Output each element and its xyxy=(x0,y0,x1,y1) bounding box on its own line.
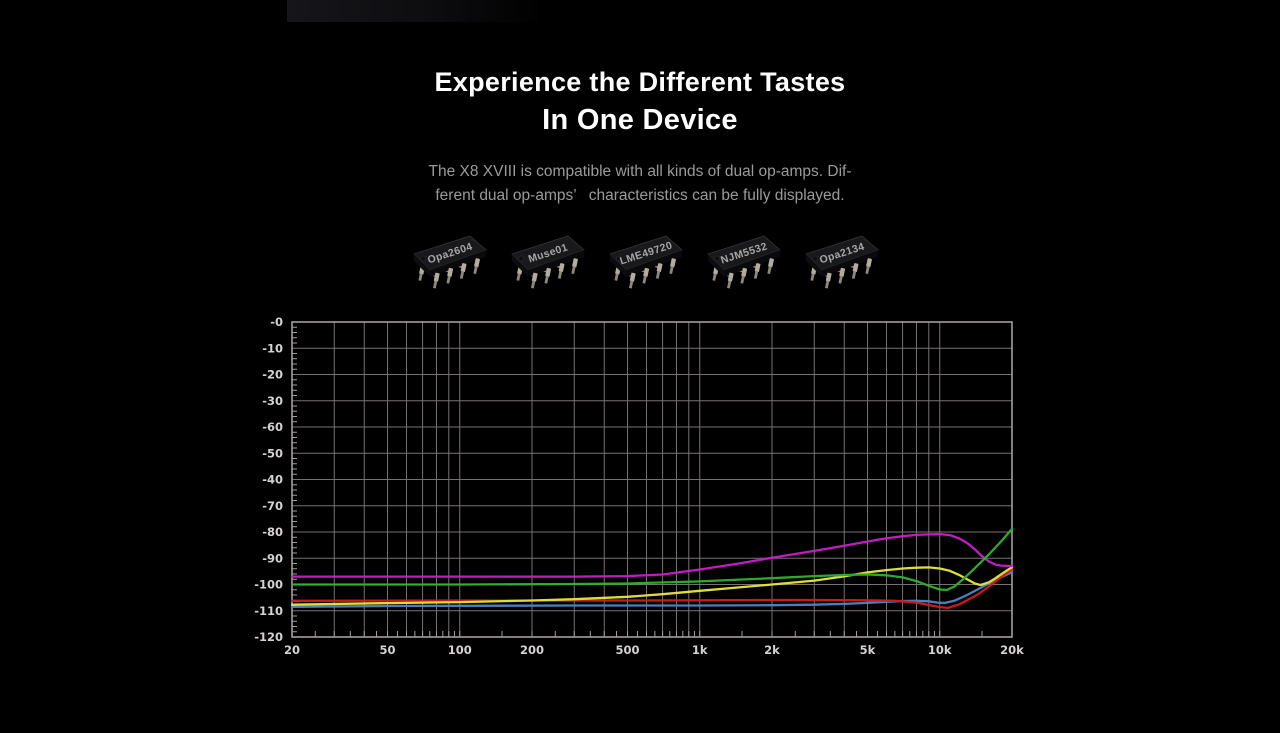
opamp-chip: Muse01 xyxy=(511,235,585,289)
y-tick-label: -0 xyxy=(270,315,283,329)
opamp-chip: Opa2134 xyxy=(805,235,879,289)
y-tick-label: -80 xyxy=(262,525,283,539)
x-tick-label: 10k xyxy=(928,643,952,657)
chip-front-face xyxy=(822,250,878,277)
y-tick-label: -20 xyxy=(262,368,283,382)
chip-notch xyxy=(518,255,524,262)
y-tick-label: -10 xyxy=(262,341,283,355)
axis-labels: -0 -10 -20 -30 -60 -50 -40 -70 -80 -90 -100 -110 -12… xyxy=(254,315,1024,657)
y-tick-label: -40 xyxy=(262,473,283,487)
chip-notch xyxy=(714,255,720,262)
x-tick-label: 2k xyxy=(764,643,780,657)
red-curve xyxy=(290,568,1014,610)
chip-side-face xyxy=(610,254,626,277)
chart-frame xyxy=(291,321,1013,638)
chip-side-face xyxy=(512,254,528,277)
y-tick-label: -110 xyxy=(254,604,283,618)
chip-front-face xyxy=(528,250,584,277)
x-tick-label: 20k xyxy=(1000,643,1024,657)
blue-curve xyxy=(290,571,1014,608)
opamp-chip: NJM5532 xyxy=(707,235,781,289)
chart-series xyxy=(290,527,1014,610)
x-tick-label: 50 xyxy=(379,643,395,657)
magenta-curve xyxy=(290,532,1014,578)
chip-front-face xyxy=(430,250,486,277)
description: The X8 XVIII is compatible with all kind… xyxy=(0,160,1280,208)
y-tick-label: -60 xyxy=(262,420,283,434)
axis-ticks xyxy=(292,326,1013,637)
chip-front-face xyxy=(626,250,682,277)
y-tick-label: -90 xyxy=(262,551,283,565)
chip-front-face xyxy=(724,250,780,277)
x-tick-label: 500 xyxy=(615,643,639,657)
green-curve xyxy=(290,527,1014,592)
y-tick-label: -50 xyxy=(262,446,283,460)
x-tick-label: 20 xyxy=(284,643,300,657)
x-tick-label: 200 xyxy=(520,643,544,657)
y-tick-label: -70 xyxy=(262,499,283,513)
opamp-chip: LME49720 xyxy=(609,235,683,289)
yellow-curve xyxy=(290,566,1014,606)
description-line2: ferent dual op-amps’ characteristics can… xyxy=(435,187,845,204)
opamp-chips-row: Opa2604 Muse01 LME49720 NJM5532 Opa2134 xyxy=(0,228,1280,298)
chip-notch xyxy=(616,255,622,262)
opamp-chip: Opa2604 xyxy=(413,235,487,289)
chip-notch xyxy=(420,255,426,262)
x-tick-label: 1k xyxy=(692,643,708,657)
chip-notch xyxy=(812,255,818,262)
chip-side-face xyxy=(708,254,724,277)
description-line1: The X8 XVIII is compatible with all kind… xyxy=(428,163,852,180)
x-tick-label: 5k xyxy=(860,643,876,657)
y-tick-label: -30 xyxy=(262,394,283,408)
page-title-line1: Experience the Different Tastes xyxy=(434,67,846,97)
x-tick-label: 100 xyxy=(448,643,472,657)
main-content: Experience the Different Tastes In One D… xyxy=(0,0,1280,298)
y-tick-label: -100 xyxy=(254,578,283,592)
chip-side-face xyxy=(414,254,430,277)
y-tick-label: -120 xyxy=(254,630,283,644)
chart-grid xyxy=(292,321,1013,638)
top-image-artifact xyxy=(287,0,545,22)
chip-side-face xyxy=(806,254,822,277)
page-title-line2: In One Device xyxy=(542,104,738,136)
